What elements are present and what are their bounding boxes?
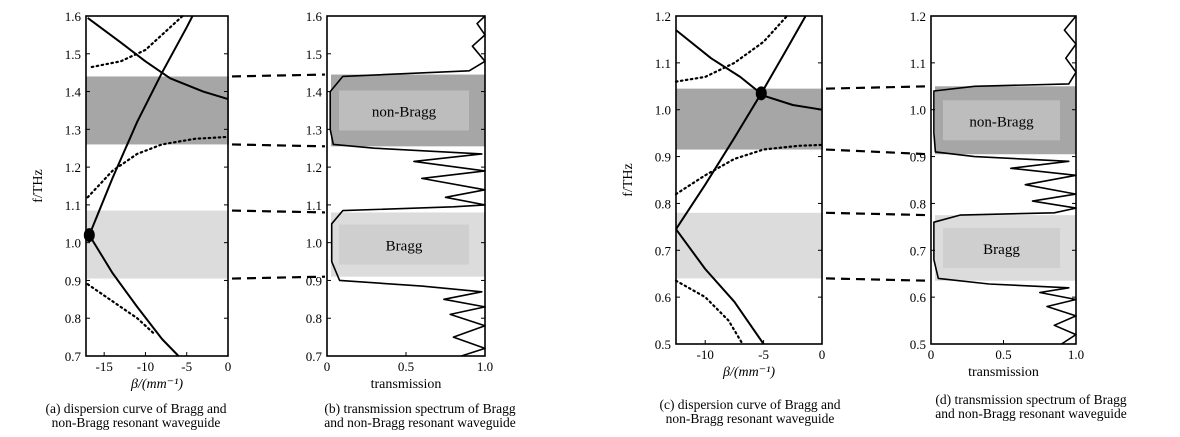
ylabel-a: f/THz xyxy=(31,169,46,202)
ytick-label-d-7: 0.5 xyxy=(910,337,926,352)
ytick-label-b-2: 1.4 xyxy=(306,85,323,100)
ytick-label-b-3: 1.3 xyxy=(306,122,322,137)
ytick-label-b-5: 1.1 xyxy=(306,198,322,213)
ytick-label-d-3: 0.9 xyxy=(910,150,926,165)
series-c-1 xyxy=(675,228,765,345)
series-a-4 xyxy=(86,283,155,335)
xlabel-d: transmission xyxy=(968,365,1039,380)
series-c-3 xyxy=(674,143,824,196)
ytick-label-b-7: 0.9 xyxy=(306,273,322,288)
ytick-label-a-8: 0.8 xyxy=(65,311,81,326)
caption-a: (a) dispersion curve of Bragg and non-Br… xyxy=(45,401,227,430)
band-a-0 xyxy=(86,76,229,145)
connector-c-0-1 xyxy=(825,85,930,90)
xtick-label-b-1: 0.5 xyxy=(398,359,414,374)
series-c-2 xyxy=(675,29,823,111)
connector-a-0-1 xyxy=(231,73,326,78)
ytick-label-b-1: 1.5 xyxy=(306,47,322,62)
xtick-label-c-0: -10 xyxy=(697,347,714,362)
ytick-label-c-6: 0.6 xyxy=(655,290,672,305)
ytick-label-b-8: 0.8 xyxy=(306,311,322,326)
connector-a-1-0 xyxy=(231,275,326,280)
xtick-label-d-2: 1.0 xyxy=(1068,347,1084,362)
series-c-4 xyxy=(674,279,744,346)
caption-c: (c) dispersion curve of Bragg and non-Br… xyxy=(659,397,841,426)
ytick-label-d-4: 0.8 xyxy=(910,196,926,211)
connector-c-0-0 xyxy=(825,148,930,156)
series-c-0 xyxy=(675,15,807,230)
connector-c-1-0 xyxy=(825,277,930,282)
caption-b: (b) transmission spectrum of Bragg and n… xyxy=(324,401,516,430)
ytick-label-b-0: 1.6 xyxy=(306,9,323,24)
ytick-label-b-4: 1.2 xyxy=(306,160,322,175)
band-label-box-b-0 xyxy=(339,90,469,131)
xtick-label-a-1: -10 xyxy=(137,359,154,374)
xtick-label-b-2: 1.0 xyxy=(477,359,493,374)
ytick-label-d-5: 0.7 xyxy=(910,243,927,258)
xlabel-b: transmission xyxy=(371,377,442,392)
ytick-label-a-7: 0.9 xyxy=(65,273,81,288)
series-a-1 xyxy=(88,234,180,357)
band-label-box-d-0 xyxy=(943,100,1060,141)
ytick-label-a-1: 1.5 xyxy=(65,47,81,62)
xtick-label-b-0: 0 xyxy=(324,359,331,374)
xtick-label-a-2: -5 xyxy=(181,359,192,374)
xtick-label-a-0: -15 xyxy=(95,359,112,374)
ytick-label-a-2: 1.4 xyxy=(65,85,82,100)
xtick-label-c-1: -5 xyxy=(758,347,769,362)
ytick-label-d-1: 1.1 xyxy=(910,56,926,71)
ytick-label-d-0: 1.2 xyxy=(910,9,926,24)
xtick-label-d-1: 0.5 xyxy=(995,347,1011,362)
ytick-label-a-5: 1.1 xyxy=(65,198,81,213)
xtick-label-d-0: 0 xyxy=(928,347,935,362)
xlabel-c: β/(mm⁻¹) xyxy=(722,365,775,380)
band-label-d-1: Bragg xyxy=(983,242,1020,258)
xtick-label-c-2: 0 xyxy=(819,347,826,362)
band-label-b-0: non-Bragg xyxy=(372,104,437,120)
band-c-0 xyxy=(676,88,823,150)
series-a-2 xyxy=(87,17,229,101)
band-c-1 xyxy=(676,212,823,279)
band-label-box-b-1 xyxy=(339,224,469,265)
series-a-5 xyxy=(90,14,184,69)
ytick-label-a-9: 0.7 xyxy=(65,349,82,364)
ytick-label-a-3: 1.3 xyxy=(65,122,81,137)
ytick-label-c-5: 0.7 xyxy=(655,243,672,258)
series-d-0 xyxy=(933,15,1077,345)
series-b-0 xyxy=(329,15,486,357)
frame-a xyxy=(85,15,229,357)
ytick-label-c-1: 1.1 xyxy=(655,56,671,71)
frame-c xyxy=(675,15,823,345)
ytick-label-c-4: 0.8 xyxy=(655,196,671,211)
connector-a-1-1 xyxy=(231,209,326,214)
ylabel-c: f/THz xyxy=(621,163,636,196)
band-a-1 xyxy=(86,210,229,279)
ytick-label-d-2: 1.0 xyxy=(910,103,926,118)
ytick-label-a-0: 1.6 xyxy=(65,9,82,24)
band-label-d-0: non-Bragg xyxy=(969,114,1034,130)
ytick-label-c-2: 1.0 xyxy=(655,103,671,118)
band-label-box-d-1 xyxy=(943,227,1060,268)
ytick-label-d-6: 0.6 xyxy=(910,290,927,305)
ytick-label-c-3: 0.9 xyxy=(655,150,671,165)
series-a-0 xyxy=(88,15,194,236)
xlabel-a: β/(mm⁻¹) xyxy=(130,377,183,392)
connector-a-0-0 xyxy=(231,143,326,148)
ytick-label-a-6: 1.0 xyxy=(65,236,81,251)
series-a-3 xyxy=(86,135,230,199)
xtick-label-a-3: 0 xyxy=(225,359,232,374)
band-label-b-1: Bragg xyxy=(386,239,423,255)
caption-d: (d) transmission spectrum of Bragg and n… xyxy=(935,392,1127,421)
ytick-label-b-6: 1.0 xyxy=(306,236,322,251)
marker-a xyxy=(83,228,95,243)
ytick-label-b-9: 0.7 xyxy=(306,349,323,364)
ytick-label-c-0: 1.2 xyxy=(655,9,671,24)
series-c-5 xyxy=(674,14,789,83)
ytick-label-a-4: 1.2 xyxy=(65,160,81,175)
ytick-label-c-7: 0.5 xyxy=(655,337,671,352)
connector-c-1-1 xyxy=(825,211,930,217)
marker-c xyxy=(755,86,767,101)
